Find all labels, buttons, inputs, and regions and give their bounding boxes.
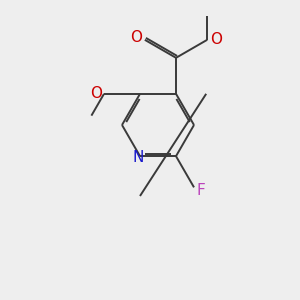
Text: O: O [90,86,102,101]
Text: O: O [130,30,142,45]
Text: F: F [196,183,205,198]
Text: O: O [210,32,222,47]
Text: N: N [132,150,144,165]
